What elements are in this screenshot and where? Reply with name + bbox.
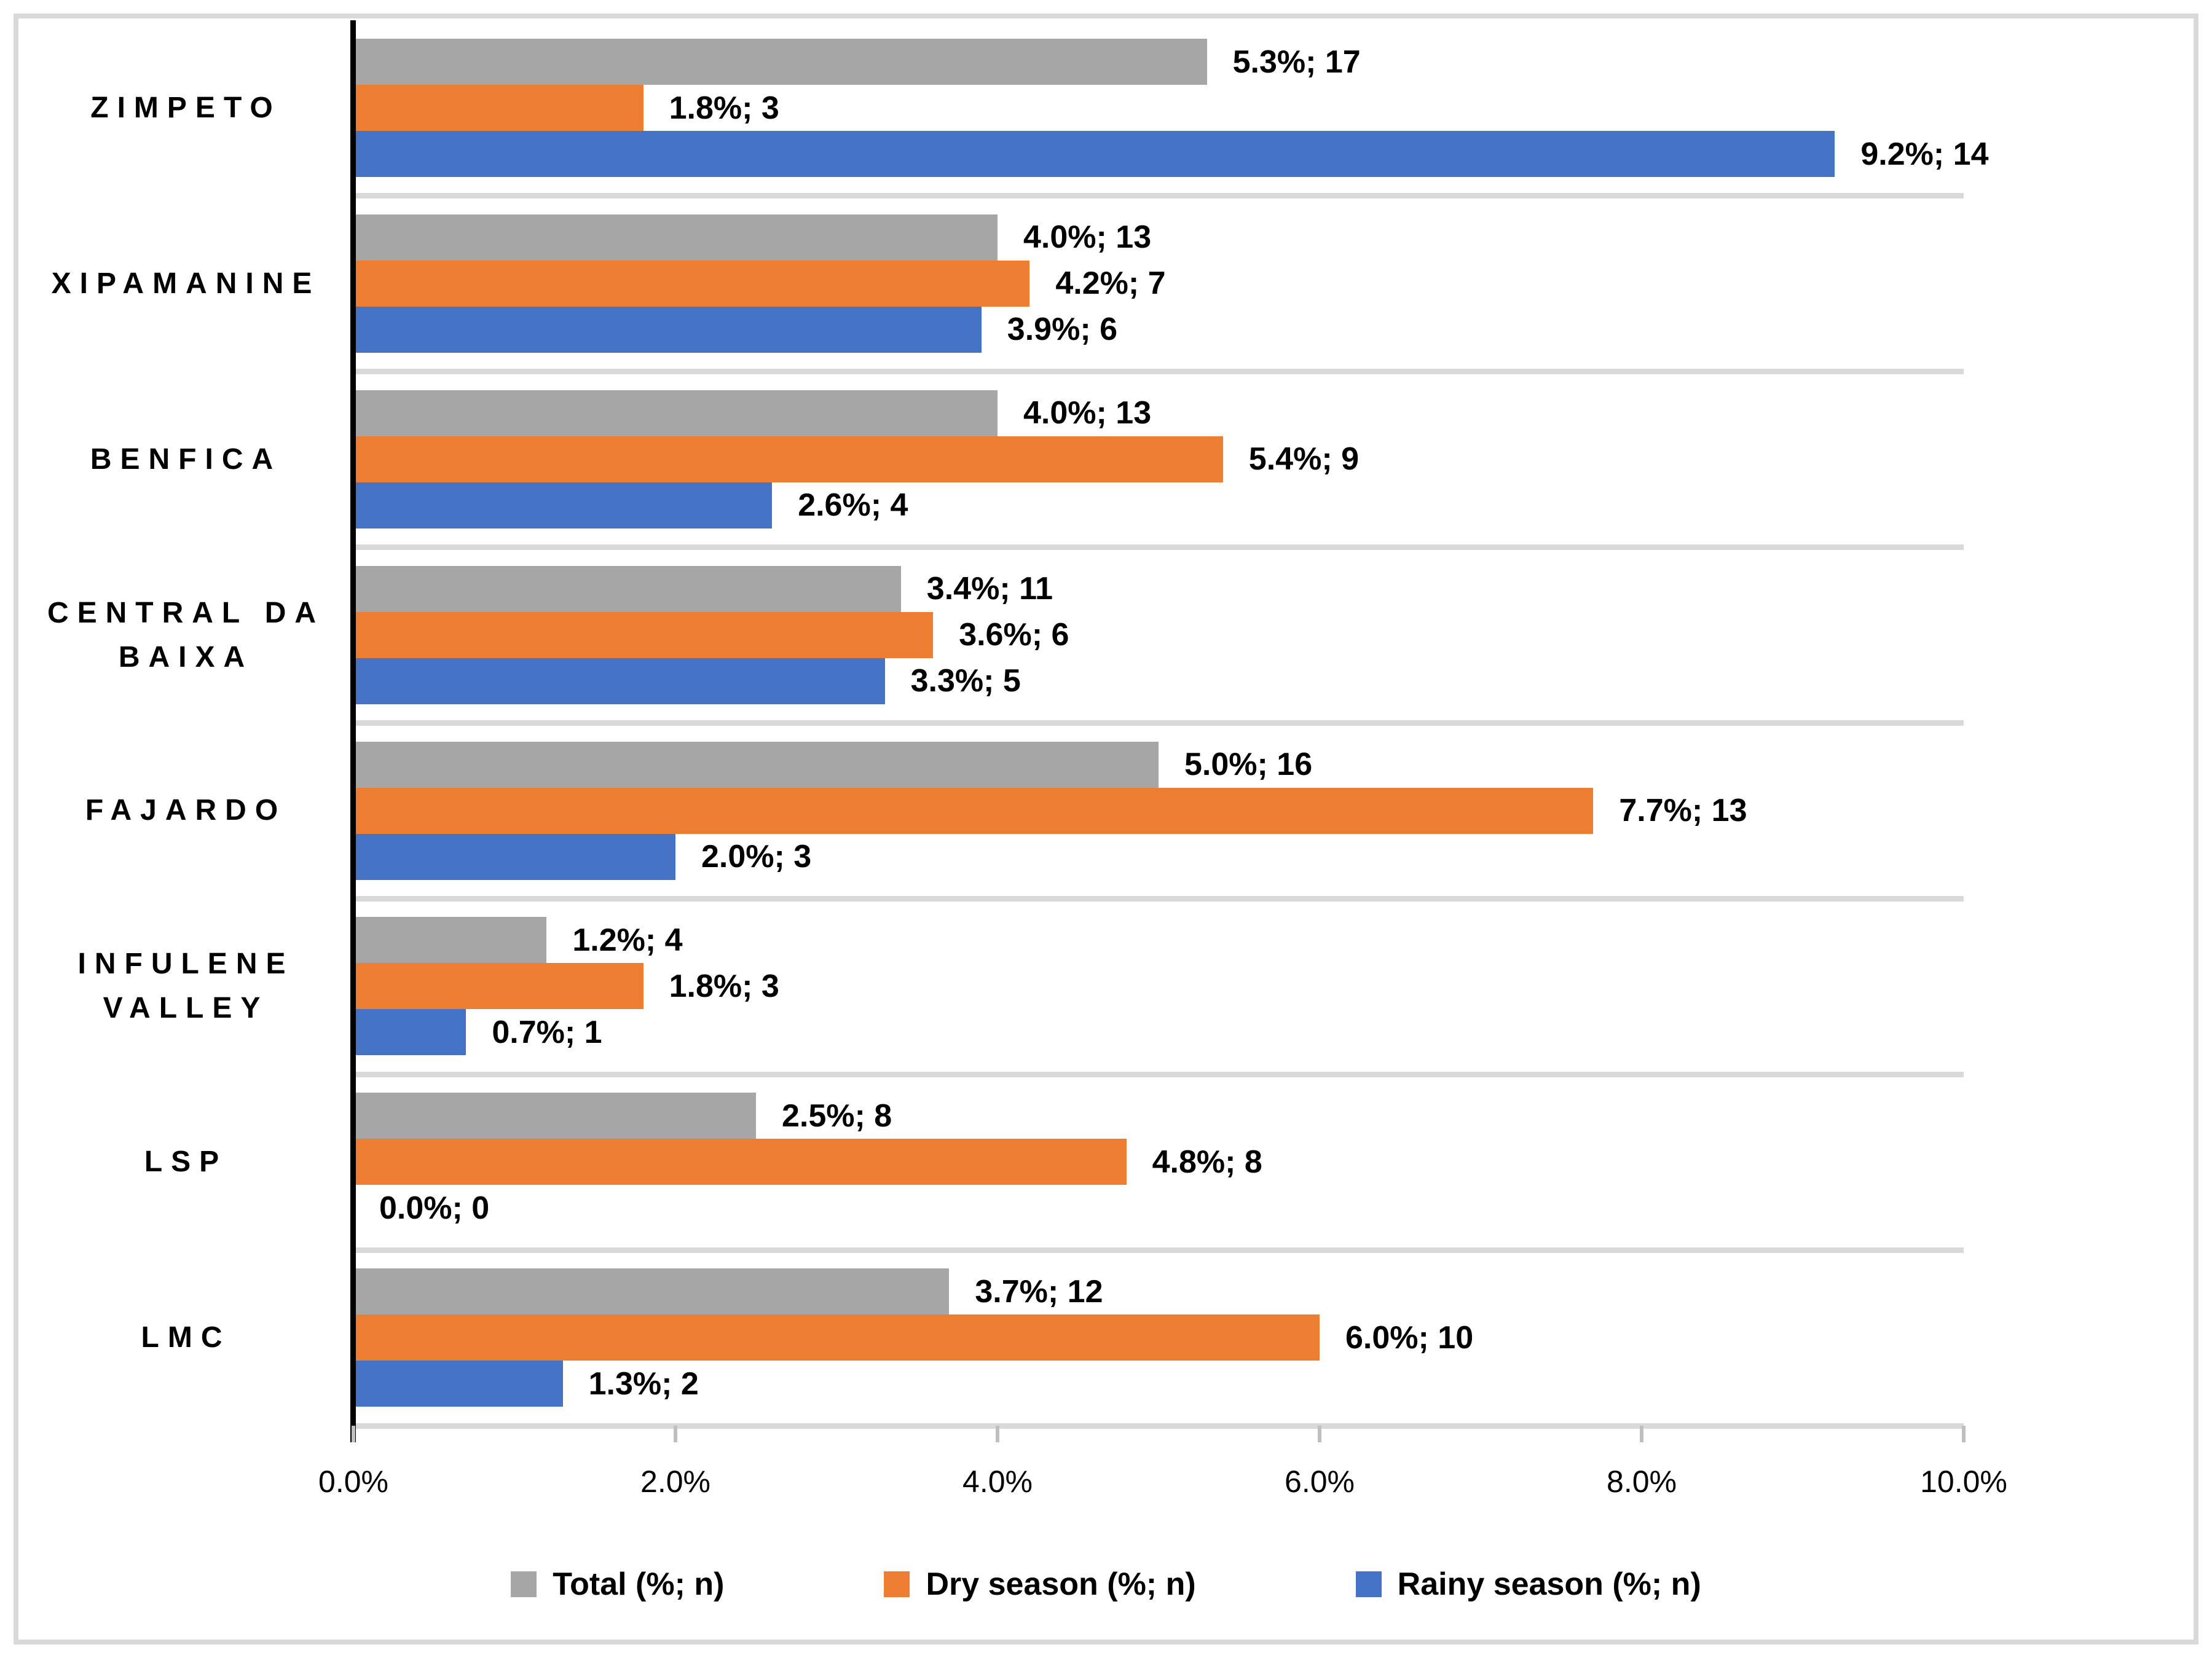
legend-label: Rainy season (%; n) <box>1397 1566 1701 1602</box>
legend-item-total: Total (%; n) <box>511 1566 724 1603</box>
category-label-line: CENTRAL DA <box>47 596 325 629</box>
data-label-total-zimpeto: 5.3%; 17 <box>1232 44 1361 80</box>
data-label-rainy-season-lsp: 0.0%; 0 <box>379 1190 490 1226</box>
bar-total-lmc <box>353 1268 950 1315</box>
category-label-zimpeto: ZIMPETO <box>18 86 353 130</box>
bar-total-zimpeto <box>353 39 1207 85</box>
category-label-line: FAJARDO <box>85 794 287 827</box>
axis-tick-label-10-0: 10.0% <box>1920 1464 2007 1499</box>
legend-swatch-icon <box>884 1571 910 1597</box>
bar-dry-season-lsp <box>353 1139 1127 1185</box>
category-label-fajardo: FAJARDO <box>18 788 353 833</box>
axis-tick-label-4-0: 4.0% <box>962 1464 1033 1499</box>
category-axis-line <box>350 20 356 1442</box>
data-label-rainy-season-xipamanine: 3.9%; 6 <box>1007 312 1118 348</box>
bar-dry-season-infulene-valley <box>353 963 644 1010</box>
axis-tick <box>674 1426 677 1442</box>
data-label-total-fajardo: 5.0%; 16 <box>1184 747 1313 782</box>
data-label-dry-season-xipamanine: 4.2%; 7 <box>1055 265 1166 302</box>
bar-dry-season-benfica <box>353 436 1223 482</box>
bar-dry-season-lmc <box>353 1314 1320 1361</box>
category-label-line: XIPAMANINE <box>51 267 321 300</box>
bar-dry-season-zimpeto <box>353 85 644 131</box>
data-label-rainy-season-infulene-valley: 0.7%; 1 <box>492 1014 602 1050</box>
legend-label: Total (%; n) <box>553 1566 725 1602</box>
legend-item-dry-season: Dry season (%; n) <box>884 1566 1196 1603</box>
bar-total-lsp <box>353 1093 756 1139</box>
axis-tick <box>1640 1426 1643 1442</box>
data-label-total-lmc: 3.7%; 12 <box>975 1273 1103 1310</box>
category-label-lsp: LSP <box>18 1140 353 1184</box>
data-label-dry-season-benfica: 5.4%; 9 <box>1248 441 1360 477</box>
category-label-benfica: BENFICA <box>18 438 353 482</box>
axis-tick-label-2-0: 2.0% <box>640 1464 710 1499</box>
data-label-rainy-season-benfica: 2.6%; 4 <box>798 487 908 524</box>
bar-rainy-season-zimpeto <box>353 131 1835 177</box>
axis-tick-label-8-0: 8.0% <box>1607 1464 1677 1499</box>
bar-dry-season-central-da-baixa <box>353 611 934 658</box>
axis-tick <box>1318 1426 1321 1442</box>
category-separator-line <box>353 193 1964 199</box>
bar-dry-season-xipamanine <box>353 260 1030 307</box>
axis-tick <box>352 1426 355 1442</box>
data-label-rainy-season-fajardo: 2.0%; 3 <box>701 839 812 874</box>
category-label-line: INFULENE <box>77 948 294 981</box>
bar-total-benfica <box>353 390 998 436</box>
data-label-total-central-da-baixa: 3.4%; 11 <box>926 571 1053 607</box>
legend-swatch-icon <box>1355 1571 1382 1597</box>
data-label-dry-season-lsp: 4.8%; 8 <box>1152 1144 1262 1180</box>
data-label-dry-season-infulene-valley: 1.8%; 3 <box>669 968 779 1004</box>
category-label-line: BAIXA <box>118 640 254 674</box>
data-label-dry-season-fajardo: 7.7%; 13 <box>1619 793 1747 828</box>
legend-swatch-icon <box>511 1571 537 1597</box>
axis-tick-label-0-0: 0.0% <box>318 1464 388 1499</box>
data-label-dry-season-central-da-baixa: 3.6%; 6 <box>959 617 1069 653</box>
category-label-lmc: LMC <box>18 1316 353 1360</box>
bar-rainy-season-lmc <box>353 1361 563 1407</box>
category-label-line: LMC <box>141 1321 231 1354</box>
axis-tick <box>1962 1426 1966 1442</box>
legend: Total (%; n) Dry season (%; n) Rainy seaso… <box>0 1566 2212 1603</box>
category-separator-line <box>353 1247 1964 1253</box>
bar-rainy-season-benfica <box>353 482 773 528</box>
category-separator-line <box>353 1071 1964 1077</box>
axis-tick <box>996 1426 999 1442</box>
legend-item-rainy-season: Rainy season (%; n) <box>1355 1566 1701 1603</box>
category-label-xipamanine: XIPAMANINE <box>18 262 353 306</box>
data-label-rainy-season-zimpeto: 9.2%; 14 <box>1860 136 1989 172</box>
data-label-total-benfica: 4.0%; 13 <box>1023 395 1152 431</box>
bar-dry-season-fajardo <box>353 787 1594 834</box>
bar-total-infulene-valley <box>353 917 547 964</box>
category-separator-line <box>353 895 1964 902</box>
category-label-line: VALLEY <box>103 992 269 1025</box>
category-label-central-da-baixa: CENTRAL DA BAIXA <box>18 591 353 680</box>
bar-total-xipamanine <box>353 214 998 261</box>
category-label-line: LSP <box>144 1145 228 1179</box>
axis-tick-label-6-0: 6.0% <box>1285 1464 1355 1499</box>
bar-rainy-season-fajardo <box>353 833 675 880</box>
category-label-line: BENFICA <box>90 442 282 476</box>
data-label-rainy-season-central-da-baixa: 3.3%; 5 <box>910 663 1021 699</box>
category-separator-line <box>353 544 1964 551</box>
bar-rainy-season-infulene-valley <box>353 1009 466 1056</box>
data-label-total-lsp: 2.5%; 8 <box>782 1098 892 1134</box>
category-separator-line <box>353 369 1964 375</box>
data-label-total-xipamanine: 4.0%; 13 <box>1023 219 1152 256</box>
bar-rainy-season-xipamanine <box>353 306 982 353</box>
data-label-dry-season-lmc: 6.0%; 10 <box>1345 1319 1474 1356</box>
category-separator-line <box>353 720 1964 726</box>
bar-total-fajardo <box>353 741 1159 788</box>
bar-rainy-season-central-da-baixa <box>353 658 885 704</box>
category-label-line: ZIMPETO <box>90 91 281 124</box>
data-label-total-infulene-valley: 1.2%; 4 <box>572 922 683 958</box>
data-label-dry-season-zimpeto: 1.8%; 3 <box>669 90 779 126</box>
category-label-infulene-valley: INFULENE VALLEY <box>18 942 353 1031</box>
bar-total-central-da-baixa <box>353 565 901 612</box>
data-label-rainy-season-lmc: 1.3%; 2 <box>588 1365 699 1402</box>
category-separator-line <box>353 1423 1964 1429</box>
legend-label: Dry season (%; n) <box>926 1566 1196 1602</box>
